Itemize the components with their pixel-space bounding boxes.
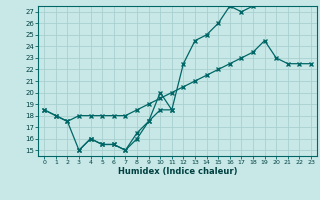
X-axis label: Humidex (Indice chaleur): Humidex (Indice chaleur)	[118, 167, 237, 176]
